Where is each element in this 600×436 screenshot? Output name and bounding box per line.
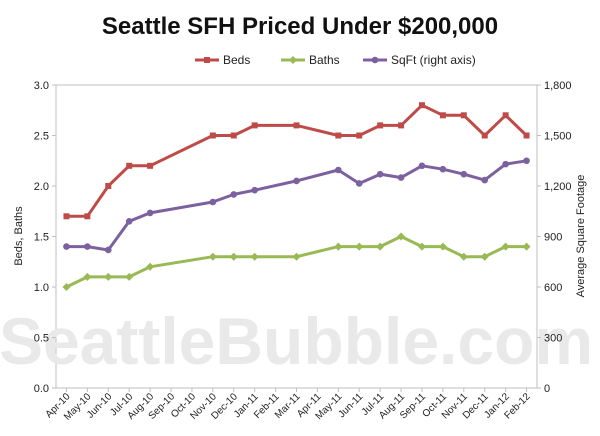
series-baths <box>62 232 531 291</box>
data-point <box>83 272 92 281</box>
data-point <box>293 177 300 185</box>
data-point <box>147 162 154 169</box>
y2-tick-label: 600 <box>544 282 562 294</box>
series-layer <box>62 102 531 291</box>
data-point <box>355 180 363 187</box>
data-point <box>146 209 154 217</box>
y2-tick-label: 1,500 <box>544 131 572 143</box>
legend-label: Baths <box>309 53 340 67</box>
plot-area <box>55 84 538 389</box>
data-point <box>84 213 91 220</box>
y2-tick-label: 300 <box>544 333 562 345</box>
y2-axis-label: Average Square Footage <box>575 175 587 298</box>
data-point <box>293 122 300 129</box>
data-point <box>460 112 467 119</box>
data-point <box>209 198 217 206</box>
data-point <box>398 122 405 129</box>
data-point <box>502 160 509 168</box>
data-point <box>125 218 133 225</box>
data-point <box>418 162 426 170</box>
data-point <box>481 176 489 184</box>
y-axis-right: 0 300 600 900 1,200 1,500 1,800 <box>537 80 572 395</box>
data-point <box>481 132 488 139</box>
data-point <box>376 242 385 251</box>
data-point <box>209 132 216 139</box>
legend-item: Baths <box>281 53 340 67</box>
y-tick-label: 1.5 <box>34 232 49 244</box>
legend-item: SqFt (right axis) <box>363 53 476 67</box>
series-sqft-right-axis <box>63 157 530 254</box>
data-point <box>523 132 530 139</box>
y2-tick-label: 1,800 <box>544 80 572 92</box>
data-point <box>356 132 363 139</box>
y-tick-label: 1.0 <box>34 282 49 294</box>
data-point <box>104 272 113 281</box>
y2-tick-label: 900 <box>544 232 562 244</box>
data-point <box>334 242 343 251</box>
data-point <box>417 242 426 251</box>
data-point <box>208 252 217 261</box>
legend-label: SqFt (right axis) <box>391 53 476 67</box>
data-point <box>355 242 364 251</box>
y2-tick-label: 1,200 <box>544 181 572 193</box>
y-axis-label: Beds, Baths <box>13 206 25 266</box>
data-point <box>397 232 406 241</box>
data-point <box>204 57 210 63</box>
data-point <box>501 242 510 251</box>
data-point <box>377 122 384 129</box>
data-point <box>439 165 447 173</box>
data-point <box>251 122 258 129</box>
data-point <box>439 112 446 119</box>
data-point <box>480 252 489 261</box>
data-point <box>63 243 70 250</box>
data-point <box>126 162 133 169</box>
data-point <box>522 242 531 251</box>
y-tick-label: 0.5 <box>34 333 49 345</box>
series-beds <box>63 102 530 220</box>
data-point <box>397 174 405 181</box>
y-axis-left: 0.0 0.5 1.0 1.5 2.0 2.5 3.0 <box>34 80 56 395</box>
data-point <box>104 246 112 254</box>
y-tick-label: 2.5 <box>34 131 49 143</box>
data-point <box>125 272 134 281</box>
data-point <box>250 252 259 261</box>
data-point <box>229 252 238 261</box>
legend-label: Beds <box>223 53 250 67</box>
data-point <box>502 112 509 119</box>
data-point <box>292 252 301 261</box>
data-point <box>230 191 238 198</box>
data-point <box>438 242 447 251</box>
legend: Beds Baths SqFt (right axis) <box>195 53 476 67</box>
y-tick-label: 0.0 <box>34 383 49 395</box>
data-point <box>62 283 71 291</box>
data-point <box>105 183 112 189</box>
legend-item: Beds <box>195 53 250 67</box>
data-point <box>418 102 425 109</box>
y2-tick-label: 0 <box>544 383 550 395</box>
watermark: SeattleBubble.com <box>0 304 593 378</box>
data-point <box>146 262 155 271</box>
data-point <box>230 132 237 139</box>
x-tick-label: Jun-11 <box>336 391 365 420</box>
chart-title: Seattle SFH Priced Under $200,000 <box>102 13 498 40</box>
data-point <box>335 166 342 174</box>
data-point <box>460 170 468 178</box>
x-axis: Apr-10May-10Jun-10Jul-10Aug-10Sep-10Oct-… <box>44 388 533 423</box>
y-tick-label: 2.0 <box>34 181 49 193</box>
data-point <box>335 132 342 139</box>
data-point <box>459 252 468 261</box>
data-point <box>289 56 297 64</box>
data-point <box>376 170 384 178</box>
data-point <box>371 56 379 64</box>
y-tick-label: 3.0 <box>34 80 49 92</box>
data-point <box>523 157 530 165</box>
data-point <box>63 213 70 220</box>
data-point <box>251 186 258 194</box>
data-point <box>84 243 91 250</box>
